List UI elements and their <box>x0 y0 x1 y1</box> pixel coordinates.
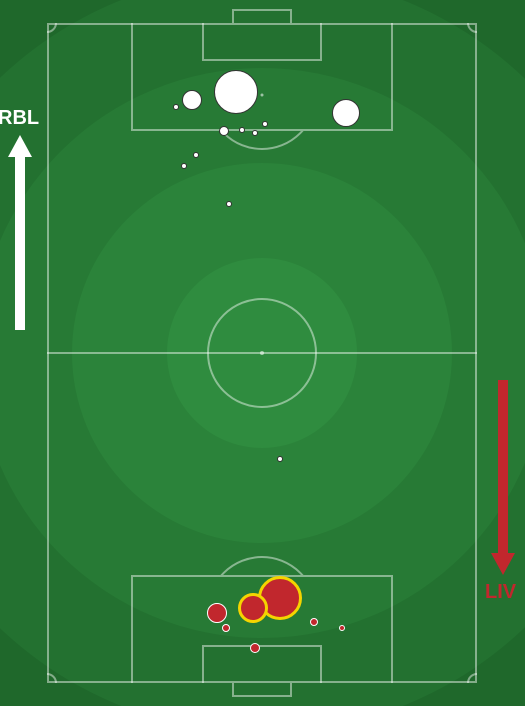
goal-bottom <box>232 683 292 697</box>
home-shot <box>226 201 232 207</box>
corner-arc <box>467 673 477 683</box>
home-arrow <box>6 133 34 332</box>
away-shot <box>339 625 345 631</box>
home-shot <box>252 130 258 136</box>
corner-arc <box>467 23 477 33</box>
home-shot <box>181 163 187 169</box>
away-shot <box>222 624 230 632</box>
corner-arc <box>47 23 57 33</box>
away-shot <box>238 593 268 623</box>
corner-arc <box>47 673 57 683</box>
six-yard-box-top <box>202 23 322 61</box>
home-shot <box>193 152 199 158</box>
home-shot <box>182 90 202 110</box>
home-shot <box>219 126 229 136</box>
home-shot <box>262 121 268 127</box>
away-label: LIV <box>485 581 516 604</box>
penalty-spot-top <box>261 94 264 97</box>
home-shot <box>173 104 179 110</box>
home-shot <box>332 99 360 127</box>
away-arrow <box>489 378 517 577</box>
home-shot <box>214 70 258 114</box>
shot-map: RBL LIV <box>0 0 525 706</box>
d-arc-bottom <box>207 556 317 575</box>
away-shot <box>250 643 260 653</box>
home-label: RBL <box>0 107 39 130</box>
center-spot <box>260 351 264 355</box>
away-shot <box>207 603 227 623</box>
away-shot <box>310 618 318 626</box>
home-shot <box>239 127 245 133</box>
goal-top <box>232 9 292 23</box>
home-shot <box>277 456 283 462</box>
six-yard-box-bottom <box>202 645 322 683</box>
